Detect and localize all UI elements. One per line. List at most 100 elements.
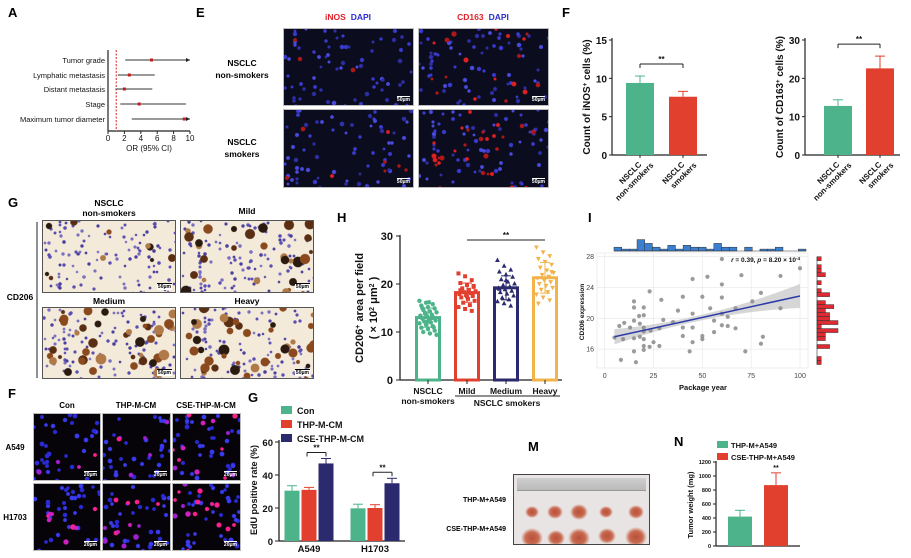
data-point xyxy=(651,340,656,345)
y-tick-label: 20 xyxy=(262,504,273,515)
y-label-text: CD206 xyxy=(354,329,366,363)
bar xyxy=(350,508,366,541)
panel-label-g: G xyxy=(8,195,18,210)
y-axis-label: Count of iNOS+ cells (%) xyxy=(582,39,593,154)
y-tick-label: 30 xyxy=(381,231,393,243)
ihc-image-medium: 50μm xyxy=(42,307,176,379)
edu-header-cse: CSE-THP-M-CM xyxy=(176,401,236,410)
data-point xyxy=(549,270,555,275)
regression-line xyxy=(614,295,801,338)
x-tick-label: NSCLCsmokers xyxy=(661,154,699,192)
data-point xyxy=(641,325,646,330)
data-point xyxy=(463,306,468,311)
data-point xyxy=(535,301,541,307)
legend-swatch xyxy=(281,434,292,442)
data-point xyxy=(631,349,637,354)
arrow-icon xyxy=(186,58,190,62)
ihc-header-mild: Mild xyxy=(239,206,256,216)
histogram-bar xyxy=(775,246,784,252)
odds-ratio-point xyxy=(149,58,153,62)
data-point xyxy=(417,298,422,303)
odds-ratio-point xyxy=(122,87,126,91)
ihc-image-mild: 50μm xyxy=(180,220,314,293)
data-point xyxy=(512,281,517,286)
y-tick-label: 30 xyxy=(789,36,801,47)
data-point xyxy=(725,314,730,319)
panel-label-h: H xyxy=(337,210,346,225)
data-point xyxy=(778,306,783,311)
bar xyxy=(367,508,383,541)
histogram-bar xyxy=(667,245,676,252)
bar xyxy=(384,483,400,541)
scale-bar: 20μm xyxy=(83,471,97,478)
bar xyxy=(318,463,334,541)
data-point xyxy=(469,308,474,313)
x-tick-label: NSCLCsmokers xyxy=(858,154,896,192)
tumor-row-cse: CSE-THP-M+A549 xyxy=(446,526,506,533)
x-tick-label: NSCLCnon-smokers xyxy=(805,154,854,203)
histogram-bar xyxy=(816,312,830,317)
data-point xyxy=(725,323,730,329)
data-point xyxy=(633,360,639,365)
data-point xyxy=(467,303,472,308)
bar xyxy=(284,490,300,541)
x-tick-label: 0 xyxy=(106,134,111,143)
x-tick-label: 75 xyxy=(747,373,755,380)
legend-swatch xyxy=(281,420,292,428)
y-axis-label: Count of CD163+ cells (%) xyxy=(775,36,786,158)
histogram-bar xyxy=(816,268,822,273)
x-tick-label: non-smokers xyxy=(401,396,455,406)
data-point xyxy=(617,323,622,329)
data-point xyxy=(471,283,476,288)
data-point xyxy=(459,295,464,300)
y-tick-label: 800 xyxy=(702,488,711,494)
histogram-bar xyxy=(816,288,822,293)
histogram-bar xyxy=(816,272,826,277)
data-point xyxy=(778,273,783,279)
y-label-sup: + xyxy=(583,82,589,86)
histogram-bar xyxy=(816,328,839,333)
data-point xyxy=(675,308,681,313)
data-point xyxy=(687,349,692,354)
histogram-bar xyxy=(644,243,653,252)
data-point xyxy=(690,276,695,282)
data-point xyxy=(434,332,439,338)
arrow-icon xyxy=(186,117,190,121)
data-point xyxy=(641,343,646,349)
data-point xyxy=(432,328,437,333)
y-label-sup: 2 xyxy=(369,307,376,311)
y-tick-label: 20 xyxy=(381,279,393,291)
data-point xyxy=(641,313,646,318)
data-point xyxy=(466,287,471,292)
x-tick-label: 4 xyxy=(139,134,144,143)
data-point xyxy=(690,311,695,316)
bar xyxy=(728,516,752,546)
histogram-bar xyxy=(816,336,826,341)
scale-bar: 20μm xyxy=(223,541,237,548)
y-label-text: cells (%) xyxy=(582,39,593,82)
marker-dapi: DAPI xyxy=(351,12,371,22)
y-tick-label: 600 xyxy=(702,502,711,508)
scale-bar: 50μm xyxy=(396,96,410,103)
y-label-sup: 2 xyxy=(369,283,376,287)
y-axis-label: CD206+ area per field xyxy=(354,253,366,363)
header-inos-dapi: iNOS DAPI xyxy=(325,12,371,22)
significance-label: ** xyxy=(503,231,510,240)
x-tick-label: 0 xyxy=(603,373,607,380)
panel-label-a: A xyxy=(8,5,18,20)
x-tick-label: A549 xyxy=(298,544,321,555)
data-point xyxy=(508,267,514,272)
x-tick-label: Medium xyxy=(490,386,523,396)
histogram-bar xyxy=(816,316,830,321)
data-point xyxy=(719,256,724,262)
histogram-bar xyxy=(728,246,738,252)
y-tick-label: 20 xyxy=(789,74,801,85)
edu-image-h1703-cse: 20μm xyxy=(172,483,241,551)
data-point xyxy=(420,305,425,311)
histogram-bar xyxy=(652,246,661,252)
data-point xyxy=(622,320,627,326)
data-point xyxy=(457,292,462,297)
data-point xyxy=(503,271,509,277)
